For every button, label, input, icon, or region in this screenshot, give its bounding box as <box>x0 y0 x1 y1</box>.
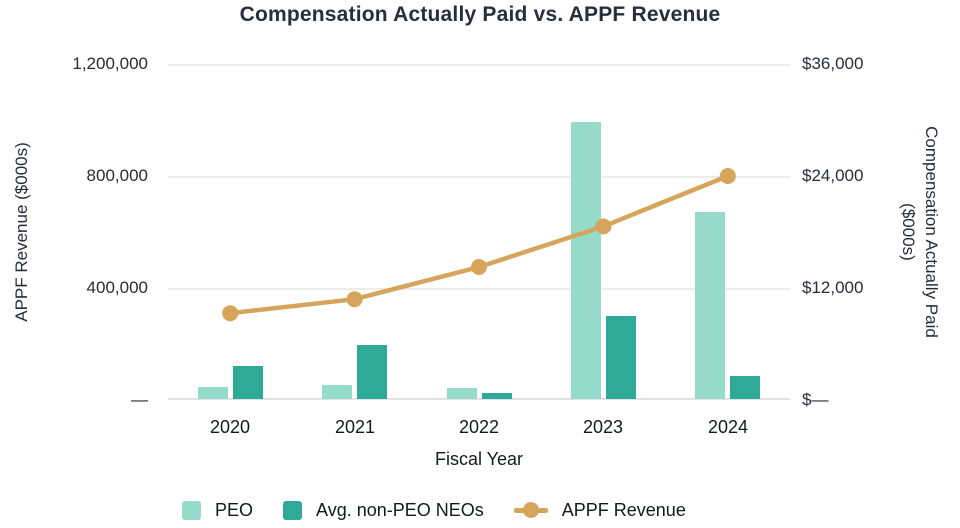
legend-line-dot-icon <box>513 501 548 519</box>
revenue-point-2021 <box>346 291 363 308</box>
axis-tick-label: $24,000 <box>802 166 864 185</box>
axis-tick-label: 800,000 <box>86 166 148 185</box>
bar-avg-non-peo-neos-2021 <box>357 345 387 399</box>
x-label-2020: 2020 <box>209 417 251 437</box>
axis-tick-label: $— <box>802 390 829 409</box>
x-axis-title: Fiscal Year <box>434 449 524 469</box>
legend-item-appf-revenue: APPF Revenue <box>513 499 686 521</box>
axis-tick-label: $12,000 <box>802 278 864 297</box>
legend-label: Avg. non-PEO NEOs <box>316 499 484 520</box>
revenue-point-2020 <box>222 305 239 322</box>
right-axis-ticks: $36,000 $24,000 $12,000 $— <box>802 54 922 409</box>
axis-tick-label: 400,000 <box>86 278 148 297</box>
legend-item-peo: PEO <box>182 500 253 521</box>
legend-label: APPF Revenue <box>561 499 686 520</box>
bar-peo-2023 <box>571 122 601 399</box>
legend-label: PEO <box>215 499 254 520</box>
revenue-point-2023 <box>595 218 612 235</box>
bar-peo-2022 <box>447 388 477 399</box>
axis-tick-label: $36,000 <box>802 54 864 73</box>
bar-peo-2021 <box>322 385 352 399</box>
gridline <box>168 64 790 66</box>
revenue-point-2022 <box>471 259 487 275</box>
x-label-2022: 2022 <box>458 417 500 437</box>
legend: PEO Avg. non-PEO NEOs APPF Revenue <box>182 497 686 523</box>
bar-peo-2020 <box>198 387 228 399</box>
legend-item-avg-non-peo-neos: Avg. non-PEO NEOs <box>283 500 484 521</box>
x-label-2024: 2024 <box>707 417 749 437</box>
bar-avg-non-peo-neos-2024 <box>730 376 760 399</box>
legend-swatch-icon <box>283 500 303 520</box>
left-axis-ticks: 1,200,000 800,000 400,000 — <box>0 54 148 409</box>
legend-swatch-icon <box>182 500 201 520</box>
bar-avg-non-peo-neos-2022 <box>482 393 512 399</box>
x-label-2021: 2021 <box>334 417 376 437</box>
revenue-line-layer <box>222 168 736 322</box>
revenue-line <box>227 173 731 316</box>
revenue-point-2024 <box>719 168 736 184</box>
x-label-2023: 2023 <box>582 417 624 437</box>
gridline <box>168 176 790 178</box>
bar-peo-2024 <box>695 212 725 399</box>
right-axis-title-line1: Compensation Actually Paid <box>922 126 941 338</box>
axis-tick-label: 1,200,000 <box>72 54 148 73</box>
axis-tick-label: — <box>131 390 148 409</box>
bar-avg-non-peo-neos-2020 <box>233 366 263 399</box>
x-axis-labels: 2020 2021 2022 2023 2024 <box>168 417 790 441</box>
bar-avg-non-peo-neos-2023 <box>606 316 636 399</box>
gridline <box>168 398 790 400</box>
gridline <box>168 288 790 290</box>
chart-title: Compensation Actually Paid vs. APPF Reve… <box>239 3 721 26</box>
legend-line-dot <box>522 502 539 518</box>
plot-area <box>168 64 790 400</box>
